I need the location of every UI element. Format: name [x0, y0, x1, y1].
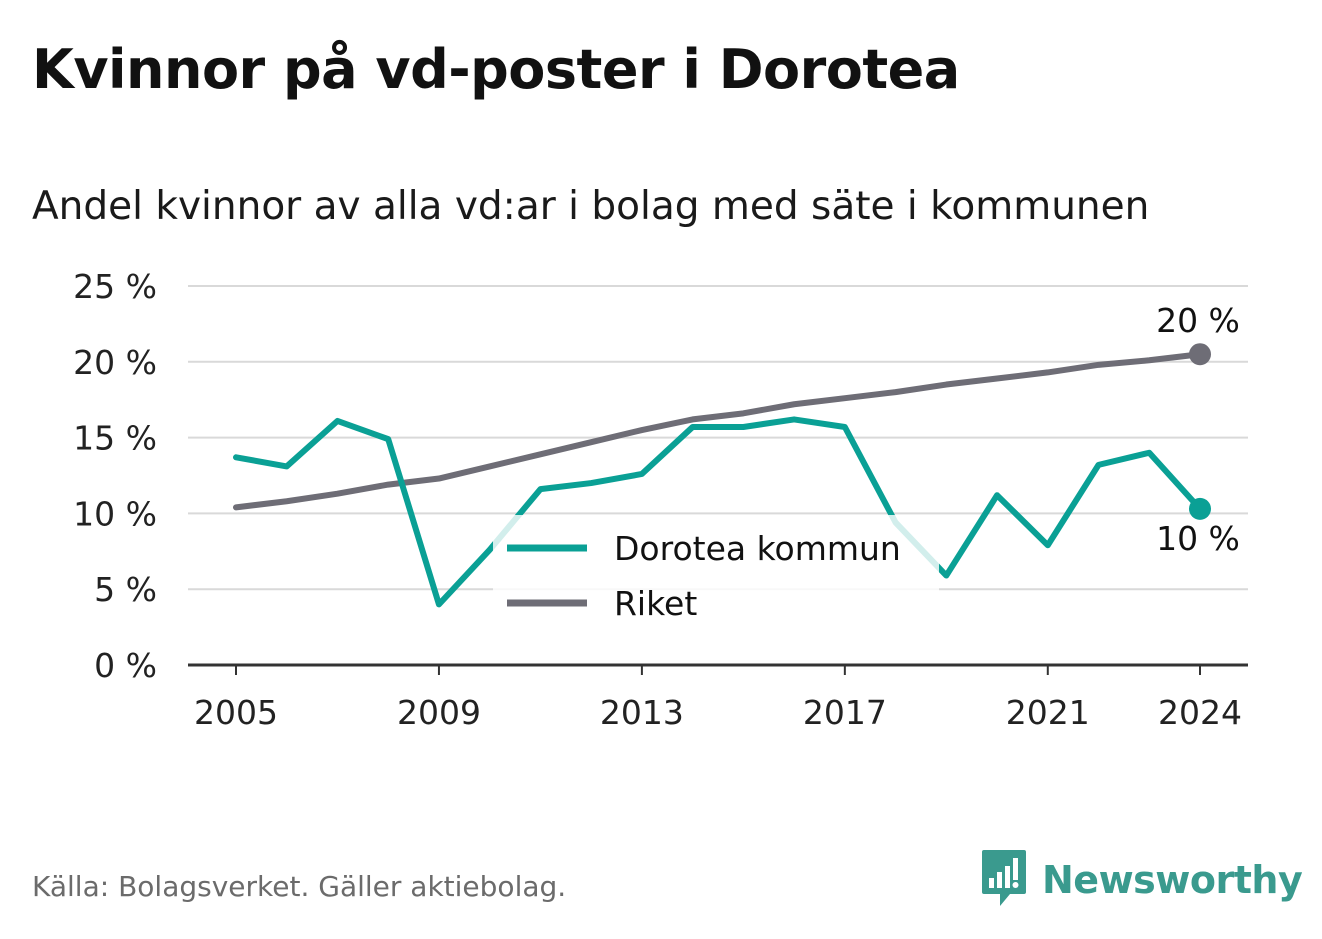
legend: Dorotea kommun Riket — [493, 515, 939, 637]
brand-name: Newsworthy — [1042, 858, 1303, 902]
end-labels: 20 % 10 % — [1156, 301, 1240, 558]
series-line-dorotea — [233, 416, 1203, 608]
y-axis-ticks: 0 % 5 % 10 % 15 % 20 % 25 % — [73, 267, 157, 685]
newsworthy-brand[interactable]: Newsworthy — [980, 848, 1303, 912]
y-tick-label: 15 % — [73, 419, 157, 458]
x-tick-label: 2021 — [1006, 693, 1090, 732]
x-axis-ticks: 2005 2009 2013 2017 2021 2024 — [194, 665, 1242, 732]
series-lines — [233, 343, 1211, 608]
chart-title: Kvinnor på vd-poster i Dorotea — [32, 38, 960, 101]
legend-label: Dorotea kommun — [614, 529, 901, 568]
series-endpoint — [1189, 343, 1211, 366]
x-tick-label: 2017 — [803, 693, 887, 732]
legend-background — [493, 515, 939, 637]
series-line-riket — [233, 351, 1203, 511]
y-tick-label: 10 % — [73, 494, 157, 533]
newsworthy-logo-icon — [980, 848, 1028, 912]
x-tick-label: 2009 — [397, 693, 481, 732]
source-note: Källa: Bolagsverket. Gäller aktiebolag. — [32, 870, 567, 903]
chart-subtitle: Andel kvinnor av alla vd:ar i bolag med … — [32, 184, 1150, 229]
x-tick-label: 2005 — [194, 693, 278, 732]
legend-label: Riket — [614, 584, 697, 623]
y-tick-label: 5 % — [94, 570, 157, 609]
x-tick-label: 2024 — [1158, 693, 1242, 732]
y-tick-label: 25 % — [73, 267, 157, 306]
x-tick-label: 2013 — [600, 693, 684, 732]
y-tick-label: 0 % — [94, 646, 157, 685]
end-label-dorotea: 10 % — [1156, 519, 1240, 558]
end-label-riket: 20 % — [1156, 301, 1240, 340]
y-tick-label: 20 % — [73, 343, 157, 382]
series-endpoint — [1189, 497, 1211, 520]
